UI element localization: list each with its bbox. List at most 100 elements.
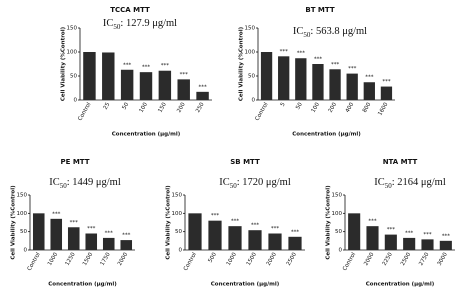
- bar: [102, 237, 115, 250]
- y-tick-label: 50: [175, 229, 182, 235]
- ic50-rest: : 127.9 μg/ml: [120, 18, 177, 29]
- x-tick-label: 1500: [246, 251, 258, 267]
- significance-label: ***: [368, 219, 377, 225]
- x-tick-label: 250: [195, 101, 206, 114]
- y-axis-label: Cell Viability (%Control): [326, 185, 332, 260]
- significance-label: ***: [180, 72, 189, 78]
- bar: [278, 56, 290, 100]
- x-tick-label: 2500: [400, 251, 412, 267]
- x-tick-label: 1250: [65, 251, 77, 267]
- significance-label: ***: [198, 84, 207, 90]
- y-tick-label: 0: [339, 248, 343, 254]
- x-tick-label: 50: [295, 101, 304, 110]
- chart-title: NTA MTT: [383, 158, 418, 166]
- ic50-sub: 50: [385, 182, 393, 190]
- x-tick-label: 2000: [266, 251, 278, 267]
- ic50-annotation: IC50: 1449 μg/ml: [49, 177, 121, 189]
- y-tick-label: 50: [335, 229, 342, 235]
- chart-title: SB MTT: [230, 158, 260, 166]
- bar: [366, 226, 379, 250]
- significance-label: ***: [423, 232, 432, 238]
- ic50-prefix: IC: [293, 26, 304, 37]
- x-tick-label: 200: [176, 101, 187, 114]
- ic50-annotation: IC50: 2164 μg/ml: [374, 177, 446, 189]
- bar: [295, 58, 307, 100]
- significance-label: ***: [331, 62, 340, 68]
- significance-label: ***: [123, 62, 132, 68]
- y-tick-label: 100: [172, 211, 183, 217]
- bar: [32, 213, 45, 250]
- bar: [120, 69, 134, 100]
- x-tick-label: 500: [208, 251, 219, 264]
- significance-label: ***: [251, 223, 260, 229]
- x-tick-label: Control: [27, 251, 42, 272]
- y-axis-label: Cell Viability (%Control): [166, 185, 172, 260]
- bar: [348, 213, 361, 250]
- bar: [363, 82, 375, 100]
- bar: [196, 91, 209, 100]
- bar: [248, 230, 262, 250]
- x-tick-label: Control: [77, 101, 92, 122]
- x-tick-label: 400: [345, 101, 356, 114]
- ic50-rest: : 563.8 μg/ml: [310, 26, 367, 37]
- y-tick-label: 50: [70, 74, 77, 80]
- x-tick-label: 2500: [286, 251, 298, 267]
- bar: [50, 218, 63, 250]
- ic50-annotation: IC50: 127.9 μg/ml: [103, 18, 177, 30]
- bar: [268, 233, 282, 250]
- significance-label: ***: [87, 226, 96, 232]
- significance-label: ***: [348, 66, 357, 72]
- x-axis-label: Concentration (μg/ml): [112, 132, 181, 138]
- bar: [177, 79, 190, 100]
- bar: [83, 52, 96, 100]
- ic50-prefix: IC: [219, 177, 230, 188]
- bar: [421, 239, 434, 250]
- bar: [346, 73, 358, 100]
- ic50-prefix: IC: [49, 177, 60, 188]
- ic50-rest: : 1449 μg/ml: [67, 177, 121, 188]
- bar: [329, 69, 341, 100]
- x-tick-label: Control: [342, 251, 357, 272]
- y-axis-label: Cell Viability (%Control): [239, 26, 245, 101]
- y-tick-label: 100: [332, 211, 343, 217]
- x-tick-label: 2000: [363, 251, 375, 267]
- significance-label: ***: [211, 213, 220, 219]
- ic50-prefix: IC: [374, 177, 385, 188]
- bar: [158, 70, 172, 100]
- bar: [380, 86, 393, 100]
- bar: [260, 52, 273, 100]
- x-tick-label: 1600: [377, 101, 389, 117]
- y-tick-label: 0: [74, 98, 78, 104]
- bar: [288, 236, 302, 250]
- bar: [228, 226, 242, 250]
- ic50-annotation: IC50: 1720 μg/ml: [219, 177, 291, 189]
- x-tick-label: 800: [362, 101, 373, 114]
- bar: [208, 220, 222, 250]
- y-tick-label: 150: [332, 193, 343, 199]
- x-axis-label: Concentration (μg/ml): [366, 282, 435, 288]
- ic50-sub: 50: [303, 31, 311, 39]
- significance-label: ***: [122, 233, 131, 239]
- y-tick-label: 0: [252, 98, 256, 104]
- significance-label: ***: [314, 57, 323, 63]
- bar: [102, 52, 115, 100]
- significance-label: ***: [52, 211, 61, 217]
- bar: [188, 213, 202, 250]
- x-tick-label: 2250: [382, 251, 394, 267]
- significance-label: ***: [231, 219, 240, 225]
- chart-title: BT MTT: [305, 6, 334, 14]
- ic50-rest: : 2164 μg/ml: [392, 177, 446, 188]
- significance-label: ***: [271, 226, 280, 232]
- bar: [312, 64, 324, 100]
- x-tick-label: 1500: [82, 251, 94, 267]
- x-tick-label: 25: [103, 101, 112, 110]
- significance-label: ***: [442, 233, 451, 239]
- significance-label: ***: [291, 229, 300, 235]
- bar: [403, 237, 416, 250]
- bar: [384, 234, 397, 250]
- ic50-sub: 50: [60, 182, 68, 190]
